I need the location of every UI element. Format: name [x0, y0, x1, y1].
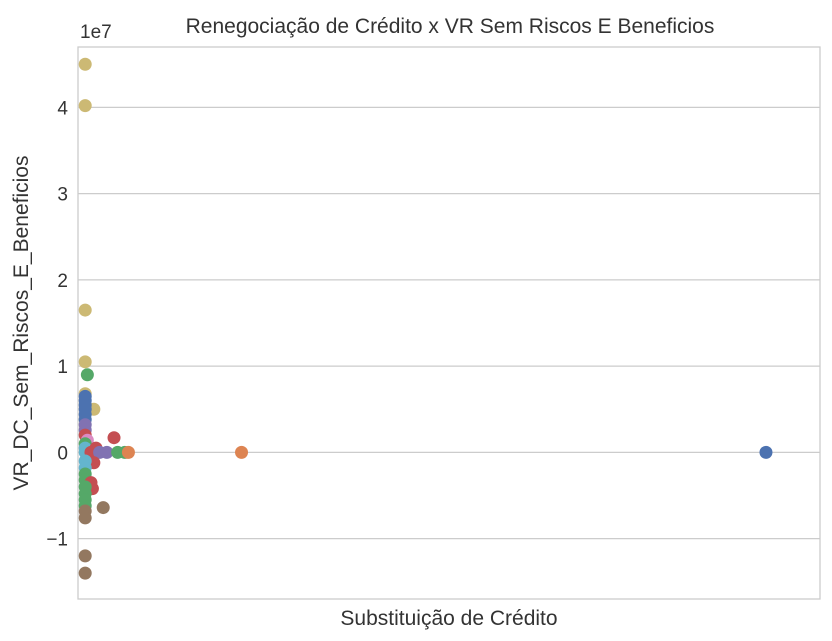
scatter-point [78, 99, 92, 113]
scatter-point [121, 445, 135, 459]
scatter-point [96, 501, 110, 515]
y-tick-labels: −1 0 1 2 3 4 [46, 98, 68, 550]
scatter-point [78, 549, 92, 563]
scatter-point [78, 303, 92, 317]
scatter-point [80, 368, 94, 382]
y-tick-label: −1 [46, 530, 68, 551]
y-tick-label: 1 [57, 357, 68, 378]
scatter-points [78, 57, 773, 580]
y-axis-label: VR_DC_Sem_Riscos_E_Beneficios [10, 156, 33, 491]
scatter-point [78, 57, 92, 71]
gridlines [78, 106, 820, 540]
scatter-point [107, 431, 121, 445]
scatter-point [759, 445, 773, 459]
scatter-point [78, 566, 92, 580]
y-tick-label: 2 [57, 271, 68, 292]
scatter-point [235, 445, 249, 459]
x-axis-label: Substituição de Crédito [340, 607, 557, 630]
plot-frame [77, 46, 821, 600]
y-tick-label: 0 [57, 443, 68, 464]
scatter-point [78, 355, 92, 369]
y-tick-label: 3 [57, 185, 68, 206]
y-axis-offset-label: 1e7 [80, 22, 112, 43]
chart-title: Renegociação de Crédito x VR Sem Riscos … [186, 15, 715, 38]
y-tick-label: 4 [57, 98, 68, 119]
scatter-point [100, 445, 114, 459]
scatter-point [78, 511, 92, 525]
